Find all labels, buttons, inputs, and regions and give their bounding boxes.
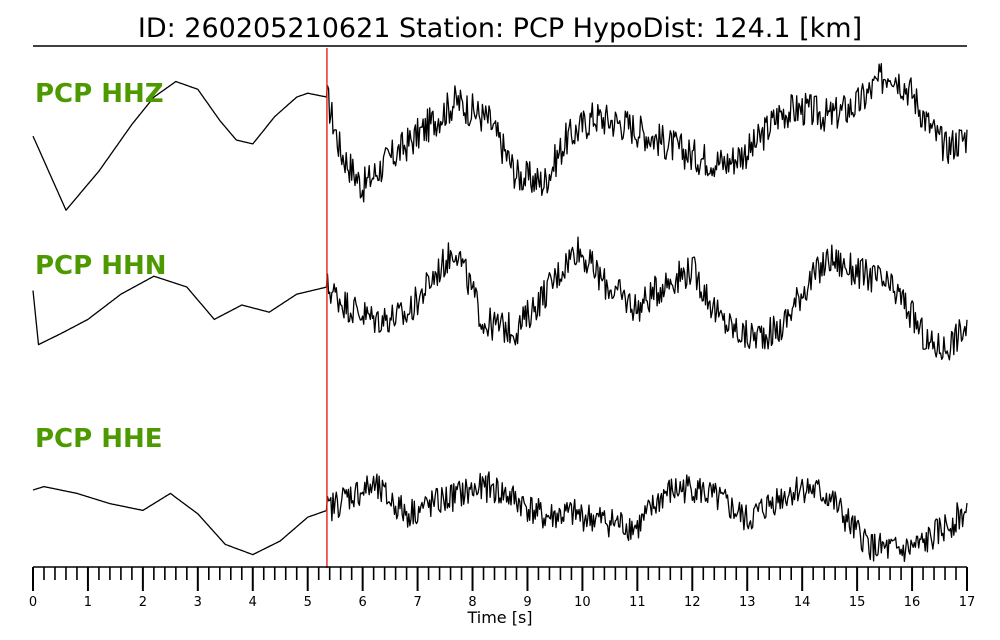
figure-title: ID: 260205210621 Station: PCP HypoDist: … — [138, 13, 862, 44]
x-tick-label: 11 — [629, 595, 646, 610]
x-tick-label: 0 — [29, 595, 37, 610]
x-tick-label: 16 — [904, 595, 921, 610]
x-tick-label: 17 — [959, 595, 976, 610]
x-tick-label: 3 — [194, 595, 202, 610]
x-axis-label: Time [s] — [466, 608, 532, 627]
x-tick-label: 13 — [739, 595, 756, 610]
x-tick-label: 1 — [84, 595, 92, 610]
channel-label-group: PCP HHZ PCP HHN PCP HHE — [35, 79, 167, 454]
x-tick-label: 14 — [794, 595, 811, 610]
x-tick-label: 12 — [684, 595, 701, 610]
channel-label-pcp-hhz: PCP HHZ — [35, 79, 164, 109]
channel-label-pcp-hhn: PCP HHN — [35, 251, 167, 281]
time-axis: 0 1 2 3 4 5 6 7 8 9 10 11 12 13 14 15 16 17 Time [s] — [29, 566, 975, 627]
x-tick-label: 8 — [468, 595, 476, 610]
x-tick-label: 10 — [574, 595, 591, 610]
x-tick-label: 6 — [359, 595, 367, 610]
trace-group — [32, 63, 968, 563]
x-tick-label: 7 — [413, 595, 421, 610]
x-tick-label: 2 — [139, 595, 147, 610]
trace-pcp-hhn — [32, 236, 968, 361]
trace-pcp-hhe — [32, 471, 968, 563]
x-tick-label: 4 — [249, 595, 257, 610]
time-axis-tick-labels: 0 1 2 3 4 5 6 7 8 9 10 11 12 13 14 15 16 17 — [29, 595, 975, 610]
x-tick-label: 15 — [849, 595, 866, 610]
time-axis-ticks — [32, 567, 968, 591]
channel-label-pcp-hhe: PCP HHE — [35, 424, 163, 454]
trace-pcp-hhz — [32, 63, 968, 211]
x-tick-label: 5 — [304, 595, 312, 610]
x-tick-label: 9 — [523, 595, 531, 610]
